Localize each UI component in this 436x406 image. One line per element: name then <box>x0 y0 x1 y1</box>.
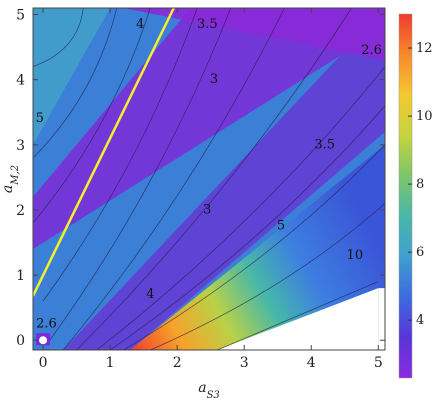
plot-area: 4 3.5 2.6 3 5 3.5 3 5 10 4 2.6 <box>33 8 385 350</box>
contour-label: 3.5 <box>314 137 335 152</box>
contour-line <box>49 8 232 341</box>
contour-label: 5 <box>277 219 285 234</box>
plot-fill: 4 3.5 2.6 3 5 3.5 3 5 10 4 2.6 <box>33 8 385 350</box>
x-tick-label: 3 <box>240 355 249 371</box>
colorbar-tick-label: 12 <box>416 41 433 56</box>
x-tick-label: 5 <box>374 355 383 371</box>
contour-line <box>109 105 385 350</box>
contour-lines <box>33 8 385 350</box>
y-tick-label: 3 <box>16 138 25 154</box>
region-excluded <box>217 288 379 350</box>
contour-label: 4 <box>146 287 154 302</box>
contour-line <box>96 66 385 350</box>
colorbar-tick-label: 10 <box>416 109 433 124</box>
plot-frame <box>32 7 386 351</box>
x-tick-label: 1 <box>106 355 115 371</box>
contour-label: 10 <box>347 248 364 263</box>
colorbar-tick-label: 8 <box>416 177 424 192</box>
colorbar: 4 6 8 10 12 <box>398 13 433 379</box>
y-tick-label: 0 <box>16 333 25 349</box>
y-tick-label: 1 <box>16 268 25 284</box>
x-tick-label: 0 <box>39 355 48 371</box>
contour-line <box>33 8 151 224</box>
region-upper-right <box>123 8 385 61</box>
contour-line <box>42 8 198 302</box>
y-axis-label: aM,2 <box>0 165 21 193</box>
region-upper-wedge <box>33 8 385 250</box>
contour-line <box>62 8 285 350</box>
x-tick-label: 2 <box>173 355 182 371</box>
contour-line <box>217 281 379 350</box>
colorbar-tick-label: 4 <box>416 313 424 328</box>
colorbar-gradient <box>398 13 413 379</box>
contour-line <box>123 144 385 350</box>
contour-label: 3 <box>203 202 211 217</box>
x-tick-label: 4 <box>307 355 316 371</box>
contour-line <box>150 203 385 350</box>
contour-line <box>33 8 118 159</box>
x-axis-label: aS3 <box>198 380 220 401</box>
contour-label: 4 <box>136 17 144 32</box>
contour-line <box>76 8 352 350</box>
contour-line <box>33 8 84 67</box>
y-tick-label: 4 <box>16 73 25 89</box>
contour-label: 3 <box>210 72 218 87</box>
contour-label: 3.5 <box>197 17 218 32</box>
y-tick-label: 5 <box>16 8 25 24</box>
colorbar-tick-label: 6 <box>416 245 424 260</box>
yellow-line <box>33 8 175 297</box>
y-tick-label: 2 <box>16 203 25 219</box>
contour-label: 5 <box>36 111 44 126</box>
contour-label: 2.6 <box>36 316 57 331</box>
region-upper-left <box>33 8 111 145</box>
marker-point <box>39 336 48 345</box>
contour-label: 2.6 <box>361 43 382 58</box>
axes: 0 1 2 3 4 5 0 1 2 3 4 5 aS3 aM,2 <box>0 7 386 401</box>
region-hot <box>130 144 385 350</box>
